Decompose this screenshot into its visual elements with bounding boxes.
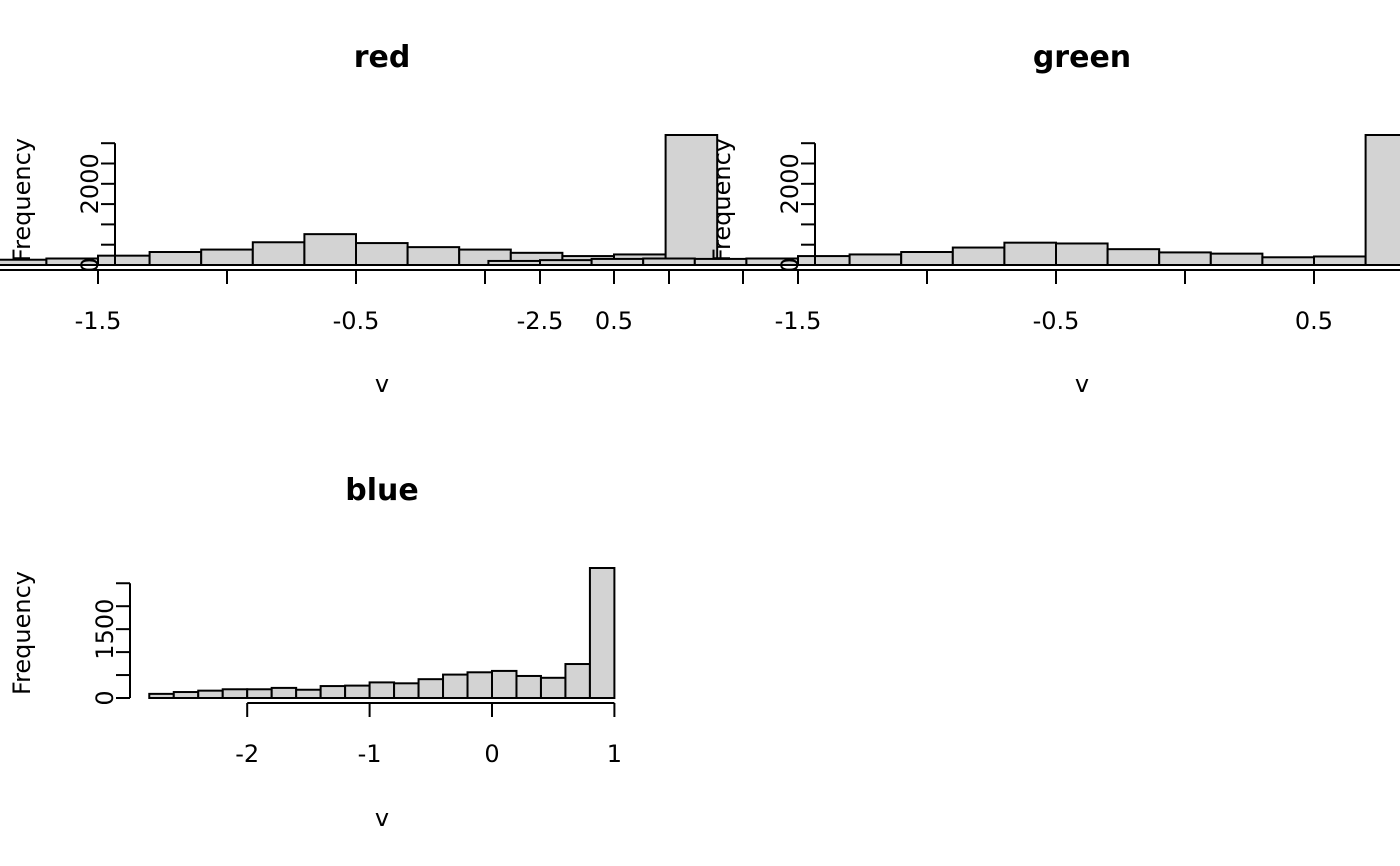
x-tick-label: -2.5 <box>517 307 564 335</box>
y-axis-label: Frequency <box>8 571 36 695</box>
histogram-bar <box>319 685 347 699</box>
x-tick-label: 0.5 <box>1295 307 1333 335</box>
histogram-bar <box>442 673 469 700</box>
histogram-bar <box>344 684 371 699</box>
histogram-bar <box>1158 251 1212 267</box>
histogram-bar <box>1261 256 1316 267</box>
histogram-bar <box>1003 241 1058 266</box>
chart-panel-green: green -2.5 -1.5 -0.5 0.5 0 2000 v Frequency <box>487 40 1400 398</box>
x-tick-label: -0.5 <box>333 307 380 335</box>
histogram-bar <box>1313 255 1367 266</box>
y-tick-label: 0 <box>91 690 119 705</box>
histogram-bar <box>368 681 396 699</box>
chart-title: green <box>1033 40 1131 75</box>
y-tick-label: 2000 <box>76 153 104 214</box>
histogram-bar <box>355 242 409 267</box>
histogram-bar <box>1055 242 1109 266</box>
histogram-bar <box>406 246 461 267</box>
histogram-bar <box>539 259 593 266</box>
histogram-bar <box>848 253 903 266</box>
y-tick-label: 1500 <box>91 599 119 660</box>
histogram-bar <box>97 254 151 267</box>
y-tick-label: 0 <box>776 257 804 272</box>
histogram-bar <box>1106 248 1161 266</box>
histogram-bar <box>197 689 224 700</box>
y-tick-label: 0 <box>76 257 104 272</box>
x-axis-label: v <box>375 370 389 398</box>
x-tick-label: 0 <box>484 740 499 768</box>
histogram-bar <box>797 255 851 266</box>
x-tick-label: -1.5 <box>775 307 822 335</box>
x-tick-label: -2 <box>235 740 259 768</box>
histogram-bar <box>642 257 696 266</box>
histogram-bar <box>539 676 567 700</box>
histogram-bar <box>515 674 542 700</box>
x-tick-label: -0.5 <box>1033 307 1080 335</box>
histogram-bar <box>246 688 273 699</box>
histogram-bar <box>251 241 306 267</box>
chart-panel-blue: blue -2 -1 0 1 0 1500 v Frequency <box>8 473 622 832</box>
y-tick-label: 2000 <box>776 153 804 214</box>
chart-title: blue <box>345 473 418 508</box>
x-tick-label: -1 <box>358 740 382 768</box>
histogram-bar <box>417 678 445 700</box>
histogram-bar <box>491 669 518 700</box>
histogram-bar <box>951 246 1006 267</box>
histogram-bar <box>564 663 591 699</box>
x-axis-label: v <box>1075 370 1089 398</box>
y-axis-label: Frequency <box>8 138 36 262</box>
histogram-bar <box>148 251 203 266</box>
histogram-bar <box>900 251 954 266</box>
histogram-bar <box>1209 252 1264 267</box>
histogram-bar <box>393 682 420 700</box>
histogram-bar <box>295 688 322 699</box>
histogram-bar <box>172 691 200 700</box>
histogram-bar <box>590 257 645 267</box>
chart-panel-red: red -2.5 -1.5 -0.5 0.5 0 2000 v Frequency <box>0 40 744 398</box>
x-tick-label: 1 <box>607 740 622 768</box>
y-axis-label: Frequency <box>708 138 736 262</box>
histogram-bar <box>1364 134 1400 266</box>
x-tick-label: -1.5 <box>75 307 122 335</box>
x-tick-label: 0.5 <box>595 307 633 335</box>
chart-title: red <box>354 40 411 75</box>
histogram-bar <box>148 692 175 700</box>
histogram-bar <box>221 688 249 699</box>
histogram-bar <box>588 567 616 699</box>
x-axis-label: v <box>375 804 389 832</box>
histogram-bar <box>466 671 493 700</box>
histogram-bar <box>270 686 298 699</box>
histogram-bar <box>487 259 541 267</box>
histogram-bar <box>303 233 357 266</box>
histogram-bar <box>200 248 254 267</box>
